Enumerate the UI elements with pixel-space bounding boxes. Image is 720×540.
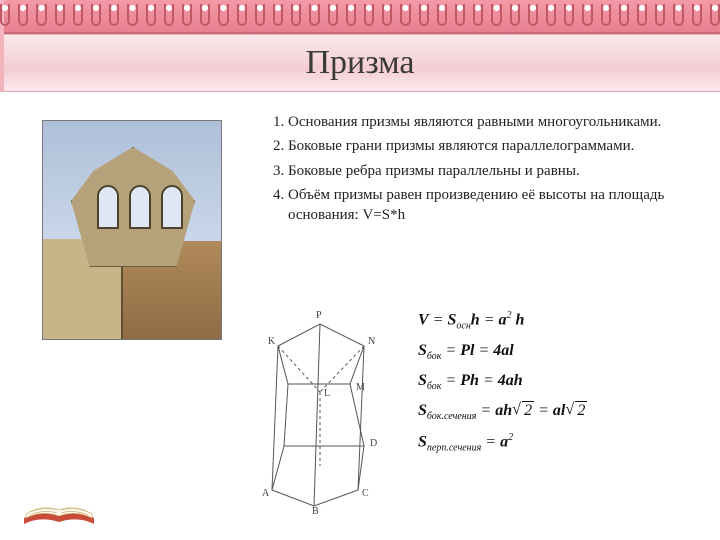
- formula-sbok-section: Sбок.сечения = ah2 = al2: [418, 402, 698, 422]
- spiral-ring: [601, 4, 611, 26]
- page-title: Призма: [305, 44, 414, 82]
- spiral-ring: [382, 4, 392, 26]
- photo-window: [161, 185, 183, 229]
- spiral-ring: [182, 4, 192, 26]
- svg-text:B: B: [312, 506, 319, 516]
- svg-text:N: N: [368, 336, 375, 347]
- property-item: Боковые грани призмы являются параллелог…: [288, 136, 680, 156]
- spiral-ring: [637, 4, 647, 26]
- spiral-ring: [655, 4, 665, 26]
- spiral-ring: [218, 4, 228, 26]
- spiral-ring: [673, 4, 683, 26]
- prism-diagram: P N K M L A B C D: [232, 306, 402, 516]
- spiral-ring: [73, 4, 83, 26]
- svg-text:C: C: [362, 488, 369, 499]
- formula-sperp: Sперп.сечения = a2: [418, 432, 698, 454]
- formulas-block: V = Sоснh = a2 h Sбок = Pl = 4al Sбок = …: [418, 310, 698, 464]
- spiral-ring: [328, 4, 338, 26]
- spiral-ring: [491, 4, 501, 26]
- spiral-ring: [528, 4, 538, 26]
- spiral-binding: [0, 0, 720, 34]
- svg-text:A: A: [262, 488, 270, 499]
- spiral-ring: [146, 4, 156, 26]
- svg-text:K: K: [268, 336, 276, 347]
- spiral-ring: [273, 4, 283, 26]
- spiral-ring: [346, 4, 356, 26]
- property-item: Боковые ребра призмы параллельны и равны…: [288, 161, 680, 181]
- spiral-ring: [36, 4, 46, 26]
- svg-text:L: L: [324, 388, 330, 399]
- spiral-ring: [710, 4, 720, 26]
- spiral-ring: [400, 4, 410, 26]
- title-band: Призма: [0, 34, 720, 92]
- spiral-ring: [473, 4, 483, 26]
- spiral-ring: [619, 4, 629, 26]
- property-item: Основания призмы являются равными многоу…: [288, 112, 680, 132]
- spiral-ring: [255, 4, 265, 26]
- formula-sbok-pl: Sбок = Pl = 4al: [418, 342, 698, 362]
- svg-text:P: P: [316, 310, 322, 321]
- formula-volume: V = Sоснh = a2 h: [418, 310, 698, 332]
- spiral-ring: [0, 4, 10, 26]
- spiral-ring: [164, 4, 174, 26]
- spiral-ring: [291, 4, 301, 26]
- spiral-ring: [237, 4, 247, 26]
- spiral-ring: [200, 4, 210, 26]
- spiral-ring: [127, 4, 137, 26]
- spiral-ring: [109, 4, 119, 26]
- spiral-ring: [582, 4, 592, 26]
- slide-content: Основания призмы являются равными многоу…: [0, 92, 720, 540]
- photo-window: [97, 185, 119, 229]
- svg-text:M: M: [356, 382, 365, 393]
- spiral-ring: [419, 4, 429, 26]
- book-icon: [20, 474, 98, 528]
- spiral-ring: [437, 4, 447, 26]
- spiral-ring: [510, 4, 520, 26]
- spiral-ring: [364, 4, 374, 26]
- spiral-ring: [692, 4, 702, 26]
- formula-sbok-ph: Sбок = Ph = 4ah: [418, 372, 698, 392]
- properties-list: Основания призмы являются равными многоу…: [260, 112, 680, 229]
- spiral-ring: [546, 4, 556, 26]
- spiral-ring: [564, 4, 574, 26]
- building-photo: [42, 120, 222, 340]
- svg-text:D: D: [370, 438, 377, 449]
- spiral-ring: [18, 4, 28, 26]
- photo-window: [129, 185, 151, 229]
- spiral-ring: [455, 4, 465, 26]
- spiral-ring: [91, 4, 101, 26]
- property-item: Объём призмы равен произведению её высот…: [288, 185, 680, 226]
- spiral-ring: [309, 4, 319, 26]
- spiral-ring: [55, 4, 65, 26]
